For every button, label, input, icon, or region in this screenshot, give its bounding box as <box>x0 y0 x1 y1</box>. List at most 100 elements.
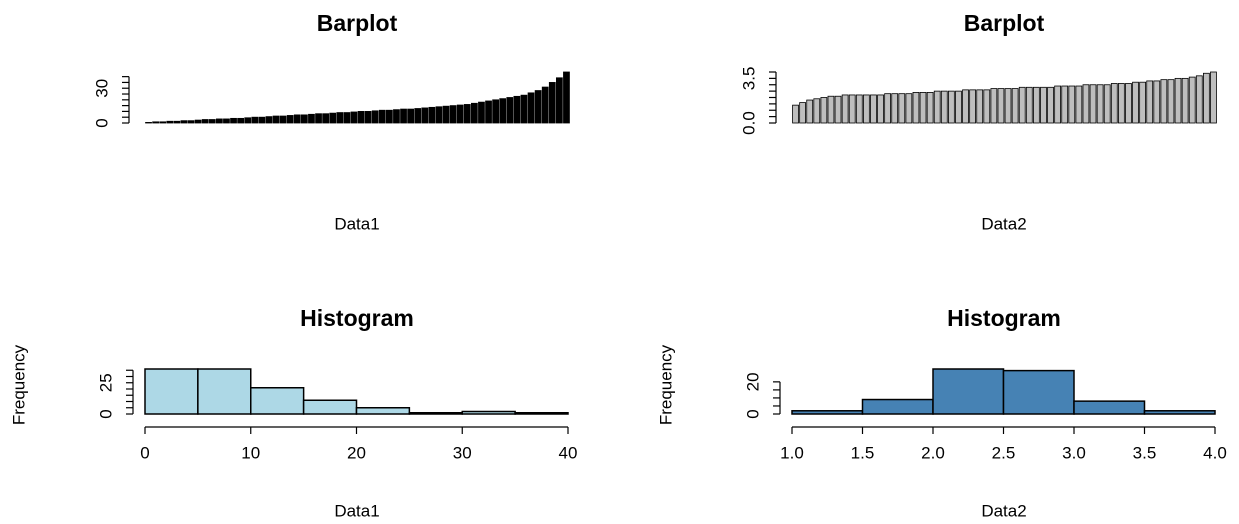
bar <box>969 89 977 124</box>
bar <box>364 111 372 124</box>
bar <box>166 120 174 124</box>
bar <box>997 88 1005 124</box>
bar <box>180 120 188 124</box>
bar <box>983 89 991 124</box>
x-tick-label: 20 <box>347 443 366 462</box>
bar <box>1054 85 1062 124</box>
bar <box>948 90 955 124</box>
y-axis-label: Frequency <box>9 344 28 425</box>
y-tick-label: 0 <box>92 118 111 127</box>
x-tick-label: 2.5 <box>992 443 1016 462</box>
bar <box>1068 85 1076 124</box>
x-tick-label: 0 <box>140 443 149 462</box>
bar <box>1082 84 1090 124</box>
bar <box>1040 86 1047 124</box>
bar <box>1174 77 1182 124</box>
bar <box>152 121 159 124</box>
bar <box>513 95 521 124</box>
bar <box>834 95 842 124</box>
histogram-bar <box>197 368 252 415</box>
bar <box>223 118 230 124</box>
bar <box>527 92 535 124</box>
bar <box>799 102 807 124</box>
bar <box>1125 83 1132 124</box>
chart-title: Histogram <box>947 305 1061 331</box>
bar <box>286 115 294 124</box>
bar <box>194 119 202 124</box>
bar <box>173 120 181 124</box>
bar <box>1096 84 1104 124</box>
bar <box>806 99 814 124</box>
bar <box>456 104 464 124</box>
y-tick-label: 3.5 <box>739 67 758 91</box>
bar <box>1181 77 1189 124</box>
bar <box>556 77 563 124</box>
y-tick-label: 30 <box>92 79 111 98</box>
bar <box>870 94 877 124</box>
bar <box>792 104 799 124</box>
bar <box>293 114 301 124</box>
bar <box>442 105 450 124</box>
histogram-bar <box>1143 410 1216 415</box>
bar <box>877 94 884 124</box>
bar <box>1139 81 1147 124</box>
x-axis-label: Data2 <box>981 214 1026 233</box>
x-tick-label: 3.0 <box>1062 443 1086 462</box>
histogram-bar <box>791 410 864 415</box>
x-tick-label: 2.0 <box>921 443 945 462</box>
bar <box>1011 88 1019 124</box>
bar <box>1018 86 1026 124</box>
bar <box>1110 83 1118 124</box>
bar <box>308 113 315 124</box>
bar <box>329 112 337 124</box>
bar <box>463 104 471 124</box>
bar <box>400 108 407 124</box>
chart-title: Histogram <box>300 305 414 331</box>
bar <box>898 93 906 124</box>
bar <box>1160 79 1168 124</box>
bar <box>1188 76 1196 124</box>
bar <box>1103 84 1111 124</box>
bar <box>251 116 259 124</box>
bar <box>1203 72 1210 124</box>
x-tick-label: 30 <box>453 443 472 462</box>
bar <box>884 93 892 124</box>
bar <box>265 116 273 124</box>
histogram-bar <box>1002 369 1075 415</box>
bar <box>258 116 266 124</box>
bar <box>350 111 358 124</box>
histogram-bar <box>932 368 1005 415</box>
histogram-bar <box>144 368 199 415</box>
bar <box>1025 86 1033 124</box>
y-tick-label: 0.0 <box>739 111 758 135</box>
histogram-bar <box>1073 400 1146 415</box>
bar <box>541 86 549 124</box>
y-tick-label: 0 <box>96 409 115 418</box>
bar <box>1075 85 1083 124</box>
bar <box>955 90 962 124</box>
histogram-bar <box>461 410 516 415</box>
bar <box>820 97 828 124</box>
bar <box>414 108 422 124</box>
bar <box>863 94 870 124</box>
bar <box>976 89 984 124</box>
histogram-bar <box>302 399 358 415</box>
bar <box>905 93 913 124</box>
bar <box>926 92 934 124</box>
bar <box>244 117 252 124</box>
bar <box>919 92 927 124</box>
bar <box>1153 80 1161 124</box>
x-tick-label: 4.0 <box>1203 443 1227 462</box>
bar <box>343 112 351 124</box>
histogram-bar <box>861 398 934 415</box>
histogram-bar <box>408 412 463 415</box>
bar <box>435 106 443 124</box>
bar <box>520 94 528 124</box>
histogram-bar <box>514 412 569 415</box>
bar <box>393 109 400 124</box>
y-tick-label: 20 <box>743 372 762 391</box>
x-tick-label: 1.0 <box>780 443 804 462</box>
x-tick-label: 40 <box>559 443 578 462</box>
bar <box>428 106 436 124</box>
bar <box>187 120 195 124</box>
